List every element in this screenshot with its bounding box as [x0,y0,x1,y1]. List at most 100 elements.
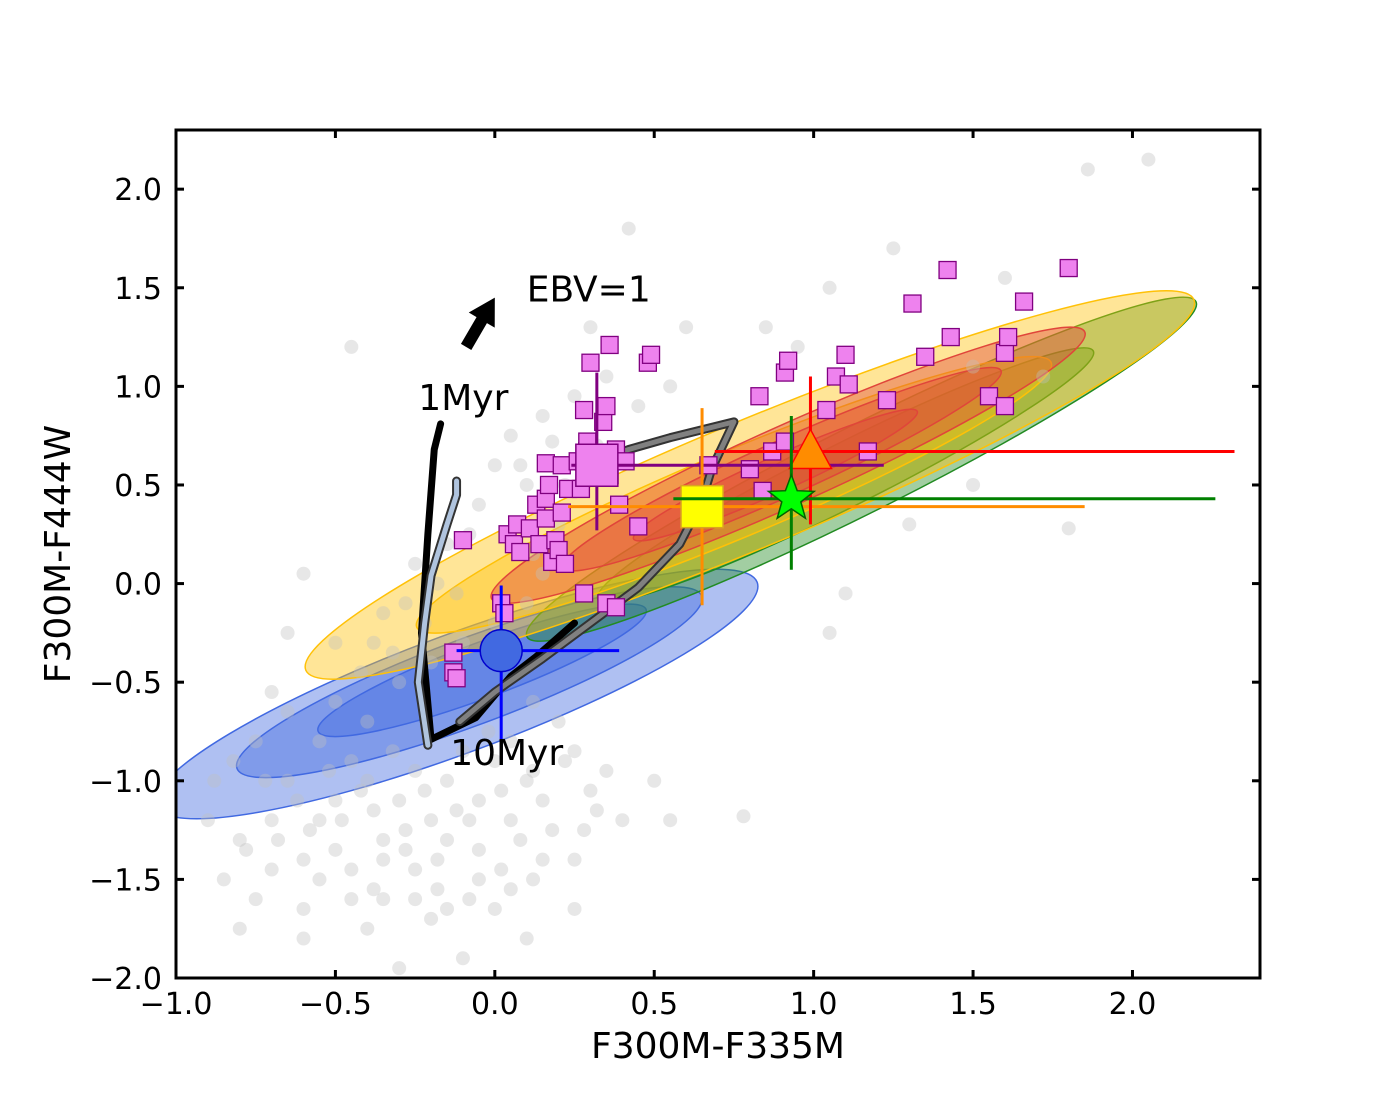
background-point [392,961,407,976]
background-point [557,754,572,769]
source-marker [555,554,575,574]
background-point [599,763,614,778]
background-point [513,832,528,847]
background-point [513,458,528,473]
source-marker [836,345,855,364]
background-point [583,320,598,335]
background-point [790,339,805,354]
y-tick-label: −2.0 [89,962,162,997]
background-point [376,832,391,847]
source-marker [600,335,619,355]
background-point [1036,369,1051,384]
background-point [455,951,470,966]
background-point [631,399,646,414]
background-point [207,773,222,788]
source-marker [539,475,559,495]
background-point [232,921,247,936]
y-tick-labels: −2.0 −1.5 −1.0 −0.5 0.0 0.5 1.0 1.5 2.0 [89,173,162,997]
background-point [503,428,518,443]
background-point [344,339,359,354]
x-tick-label: −1.0 [140,987,213,1022]
background-point [392,675,407,690]
background-point [758,320,773,335]
background-point [545,434,560,449]
source-marker [740,460,760,479]
background-point [535,793,550,808]
highlight-triangle [788,427,833,470]
background-point [567,901,582,916]
y-tick-label: −0.5 [89,666,162,701]
background-point [494,862,509,877]
background-point [417,783,432,798]
background-point [312,734,327,749]
background-point [535,408,550,423]
source-marker [916,347,935,366]
y-tick-label: 1.5 [114,272,162,307]
background-point [296,852,311,867]
background-point [621,221,636,236]
source-marker [511,542,530,562]
background-point [902,517,917,532]
background-point [360,773,375,788]
highlighted-sources [456,372,1235,760]
background-point [366,803,381,818]
background-point [334,813,349,828]
background-point [462,892,477,907]
y-tick-label: 1.0 [114,370,162,405]
y-axis-label: F300M-F444W [38,425,79,684]
plot-frame [174,128,1262,980]
background-point [471,842,486,857]
background-point [462,813,477,828]
background-point [385,645,400,660]
background-point [296,931,311,946]
source-marker [817,400,836,420]
contour-0-0 [176,568,759,820]
source-marker [552,503,571,522]
background-point [280,704,295,719]
background-point [526,872,541,887]
background-point [679,320,694,335]
background-point [487,458,502,473]
background-point [535,852,550,867]
source-marker [610,495,629,514]
source-marker [941,327,960,347]
source-marker [447,669,466,688]
source-marker [839,375,858,394]
background-point [398,842,413,857]
annotation-label: 1Myr [418,378,508,419]
y-tick-label: 0.0 [114,568,162,603]
background-point [398,823,413,838]
source-marker [1059,258,1078,278]
background-point [471,793,486,808]
background-point [376,606,391,621]
source-marker [778,351,798,370]
background-point [663,813,678,828]
source-marker [444,643,463,662]
background-point [966,359,981,374]
background-point [886,241,901,256]
source-marker [616,452,635,471]
background-point [440,901,454,916]
source-marker [536,509,555,528]
background-point [360,714,375,729]
x-tick-label: 0.0 [471,987,519,1022]
source-marker [597,396,616,416]
background-point [264,685,279,700]
background-point [239,842,254,857]
background-point [392,793,407,808]
background-point [545,823,560,838]
x-tick-labels: −1.0 −0.5 0.0 0.5 1.0 1.5 2.0 [140,987,1157,1022]
annotations: EBV=1 1Myr 10Myr [418,270,650,774]
background-point [280,773,295,788]
source-marker [998,327,1018,347]
background-point [997,270,1012,285]
background-point [280,625,295,640]
source-marker [877,391,897,410]
background-point [366,882,381,897]
highlight-circle [479,628,523,673]
background-point [966,477,981,492]
background-point [471,872,486,887]
background-point [440,773,454,788]
track-1 [415,478,460,748]
